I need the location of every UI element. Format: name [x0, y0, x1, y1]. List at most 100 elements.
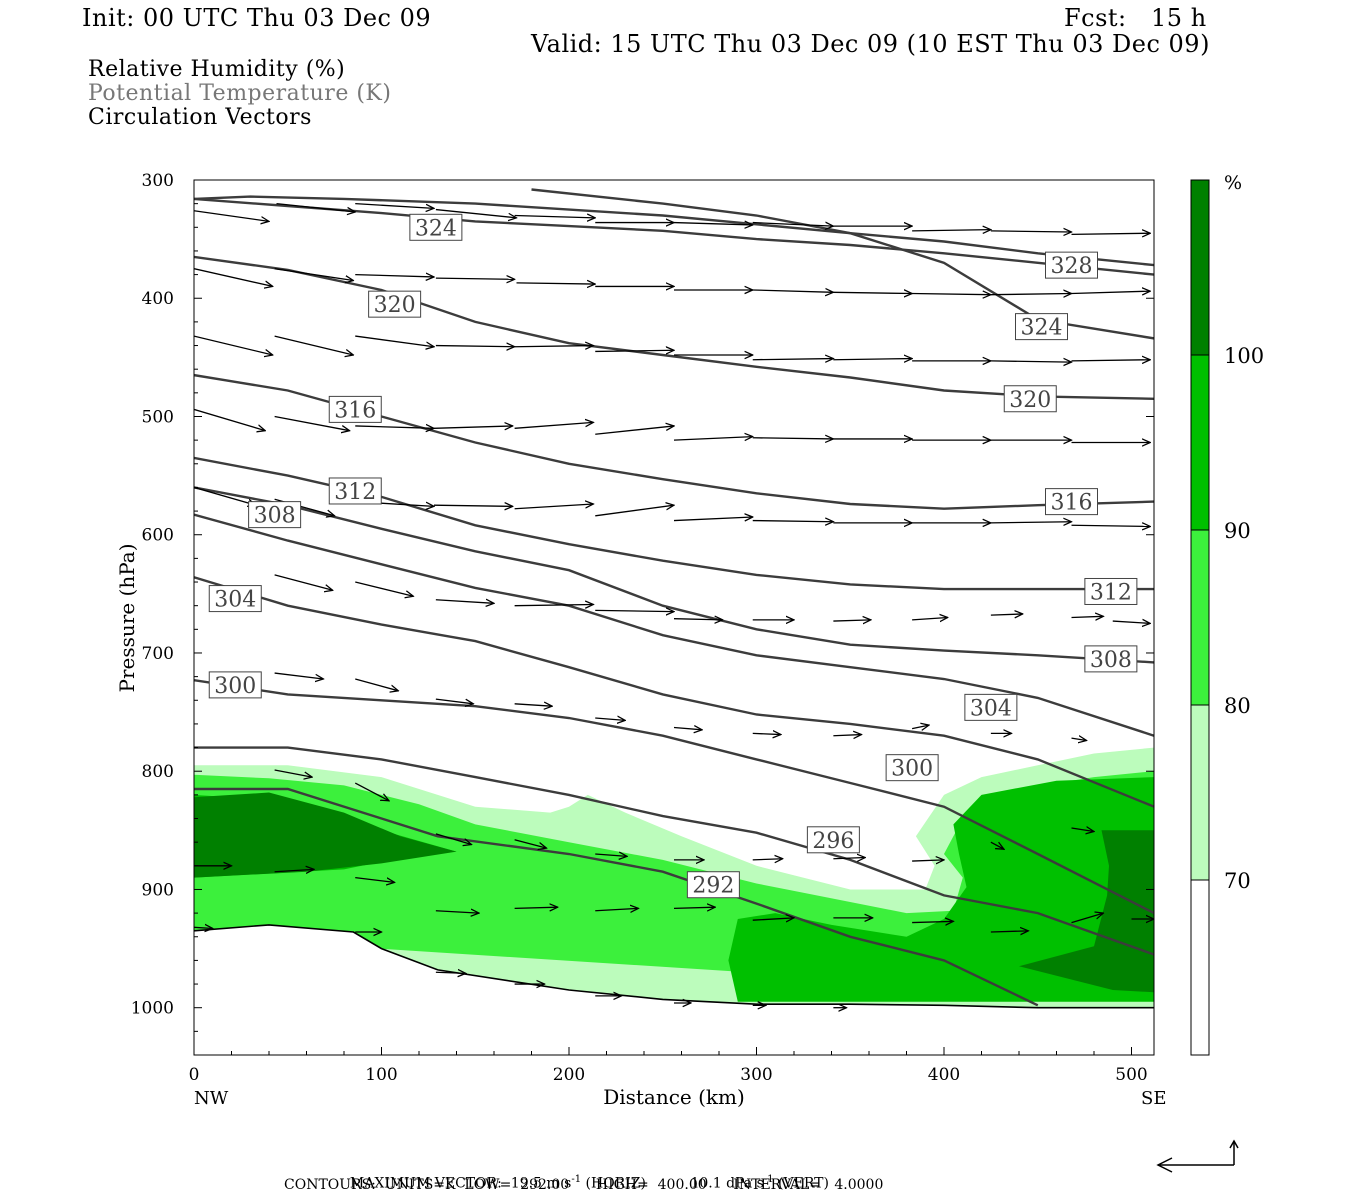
- horiz-tag: (HORIZ): [585, 1175, 646, 1192]
- theta-contour-300-10: [194, 679, 1154, 915]
- colorbar-segment-2: [1191, 530, 1209, 705]
- circulation-vector-73: [355, 678, 398, 691]
- contour-label-296: 296: [812, 829, 854, 854]
- forecast-hour: Fcst: 15 h: [1064, 4, 1207, 32]
- y-tick-label: 300: [142, 171, 174, 191]
- init-time: Init: 00 UTC Thu 03 Dec 09: [82, 4, 432, 32]
- y-tick-label: 900: [142, 880, 174, 900]
- contour-label-box-0: [409, 213, 463, 241]
- contour-label-box-6: [328, 477, 382, 505]
- colorbar-level-label: 80: [1224, 694, 1251, 718]
- contour-label-316: 316: [334, 398, 376, 423]
- circulation-vector-55: [752, 521, 834, 522]
- circulation-vector-22: [990, 294, 1072, 295]
- circulation-vector-97: [435, 911, 479, 913]
- circulation-vector-90: [833, 858, 865, 859]
- circulation-vector-4: [514, 215, 596, 217]
- contour-label-324: 324: [415, 216, 457, 241]
- circulation-vector-63: [514, 604, 594, 605]
- circulation-vector-7: [752, 223, 834, 227]
- circulation-vector-89: [752, 859, 783, 860]
- contour-label-316: 316: [1051, 491, 1093, 516]
- circulation-vector-58: [990, 522, 1072, 523]
- circulation-vector-87: [595, 854, 627, 856]
- circulation-vector-59: [1071, 525, 1151, 526]
- circulation-vector-48: [194, 486, 256, 505]
- contour-label-box-4: [328, 395, 382, 423]
- legend-relative-humidity: Relative Humidity (%): [88, 57, 346, 82]
- circulation-vector-40: [514, 422, 594, 429]
- circulation-vector-67: [833, 620, 871, 621]
- contour-label-320: 320: [1009, 388, 1051, 413]
- contour-label-308: 308: [1090, 648, 1132, 673]
- circulation-vector-86: [514, 839, 547, 848]
- circulation-vector-82: [1071, 738, 1087, 740]
- vert-exp: -1: [763, 1174, 774, 1185]
- circulation-vector-70: [1071, 616, 1104, 617]
- circulation-vector-99: [595, 908, 638, 910]
- circulation-vector-0: [194, 210, 269, 222]
- circulation-vector-32: [833, 359, 912, 360]
- circulation-vector-83: [274, 769, 313, 777]
- contour-label-300: 300: [891, 757, 933, 782]
- colorbar-level-label: 100: [1224, 344, 1264, 368]
- contour-label-box-1: [1045, 251, 1098, 279]
- axes: 0 100 200 300 400 500 300 400 500 600 700 800 900 100…: [131, 171, 1154, 1085]
- contour-label-324: 324: [1021, 316, 1063, 341]
- contour-label-304: 304: [970, 696, 1012, 721]
- circulation-vector-84: [354, 782, 389, 801]
- circulation-vector-28: [514, 346, 594, 347]
- circulation-vector-71: [1112, 621, 1151, 623]
- circulation-vector-96: [355, 876, 394, 883]
- circulation-vector-91: [912, 860, 944, 861]
- theta-contour-328-1: [194, 195, 1154, 267]
- max-vector-label: MAXIMUM VECTOR:: [349, 1175, 502, 1192]
- circulation-vector-27: [435, 346, 515, 347]
- colorbar-frame: [1190, 179, 1210, 1056]
- legend-potential-temperature: Potential Temperature (K): [88, 81, 392, 106]
- circulation-vector-42: [673, 437, 753, 441]
- circulation-vector-9: [912, 230, 991, 231]
- circulation-vector-80: [911, 725, 929, 729]
- circulation-vectors: [194, 202, 1154, 1008]
- circulation-vector-76: [595, 718, 625, 720]
- contour-label-304: 304: [214, 588, 256, 613]
- y-tick-label: 800: [142, 762, 174, 782]
- contour-label-box-11: [1084, 645, 1138, 673]
- circulation-vector-74: [435, 698, 474, 704]
- circulation-vector-62: [435, 600, 494, 604]
- circulation-vector-52: [514, 504, 594, 510]
- y-tick-label: 400: [142, 289, 174, 309]
- circulation-vector-61: [355, 581, 413, 596]
- circulation-vector-16: [516, 283, 596, 284]
- circulation-vector-53: [595, 505, 674, 517]
- circulation-vector-20: [833, 292, 912, 293]
- y-tick-label: 1000: [131, 999, 174, 1019]
- contour-label-328: 328: [1051, 254, 1093, 279]
- colorbar-level-label: 70: [1224, 869, 1251, 893]
- circulation-vector-34: [990, 361, 1072, 362]
- circulation-vector-107: [194, 927, 213, 928]
- circulation-vector-24: [194, 335, 273, 355]
- circulation-vector-10: [990, 231, 1072, 232]
- valid-time: Valid: 15 UTC Thu 03 Dec 09 (10 EST Thu …: [531, 30, 1210, 58]
- circulation-vector-11: [1071, 233, 1151, 234]
- x-axis-right-end: SE: [1141, 1088, 1166, 1109]
- y-tick-label: 700: [142, 644, 174, 664]
- circulation-vector-72: [274, 672, 324, 679]
- circulation-vector-2: [355, 202, 434, 209]
- relative-humidity-fill: [194, 747, 1154, 1055]
- contour-label-320: 320: [374, 293, 416, 318]
- circulation-vector-23: [1071, 291, 1151, 293]
- theta-contour-308-8: [194, 513, 1154, 737]
- circulation-vector-3: [435, 208, 517, 218]
- circulation-vector-105: [1071, 913, 1104, 924]
- circulation-vector-31: [752, 359, 834, 360]
- circulation-vector-78: [752, 733, 781, 734]
- contour-label-312: 312: [334, 480, 376, 505]
- circulation-vector-79: [833, 735, 861, 736]
- y-tick-label: 500: [142, 407, 174, 427]
- circulation-vector-26: [355, 335, 434, 347]
- theta-contour-304-9: [194, 576, 1154, 808]
- circulation-vector-36: [194, 408, 265, 430]
